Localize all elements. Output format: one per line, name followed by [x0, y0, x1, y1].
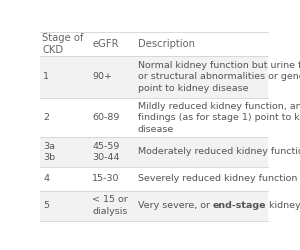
Text: 4: 4	[43, 174, 49, 183]
Bar	[40, 98, 268, 137]
Bar	[40, 56, 268, 98]
Text: < 15 or
dialysis: < 15 or dialysis	[92, 195, 128, 216]
Text: eGFR: eGFR	[92, 39, 119, 49]
Text: 90+: 90+	[92, 72, 112, 82]
Text: Moderately reduced kidney function: Moderately reduced kidney function	[138, 148, 300, 156]
Text: Severely reduced kidney function: Severely reduced kidney function	[138, 174, 297, 183]
Text: Description: Description	[138, 39, 195, 49]
Bar	[40, 137, 268, 167]
Text: end-stage: end-stage	[213, 201, 266, 210]
Text: 15-30: 15-30	[92, 174, 120, 183]
Text: Very severe, or: Very severe, or	[138, 201, 213, 210]
Text: kidney failure: kidney failure	[266, 201, 300, 210]
Text: 60-89: 60-89	[92, 113, 120, 122]
Bar	[40, 167, 268, 190]
Text: Stage of
CKD: Stage of CKD	[42, 32, 84, 55]
Bar	[40, 32, 268, 56]
Text: 45-59
30-44: 45-59 30-44	[92, 142, 120, 163]
Text: 1: 1	[43, 72, 49, 82]
Text: 2: 2	[43, 113, 49, 122]
Text: Mildly reduced kidney function, and other
findings (as for stage 1) point to kid: Mildly reduced kidney function, and othe…	[138, 102, 300, 134]
Bar	[40, 190, 268, 220]
Text: Normal kidney function but urine findings
or structural abnormalities or genetic: Normal kidney function but urine finding…	[138, 61, 300, 93]
Text: 3a
3b: 3a 3b	[43, 142, 56, 163]
Text: 5: 5	[43, 201, 49, 210]
